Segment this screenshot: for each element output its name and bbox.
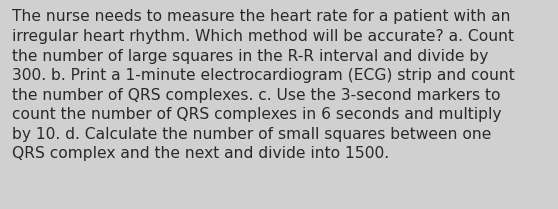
Text: The nurse needs to measure the heart rate for a patient with an
irregular heart : The nurse needs to measure the heart rat… [12,9,515,161]
